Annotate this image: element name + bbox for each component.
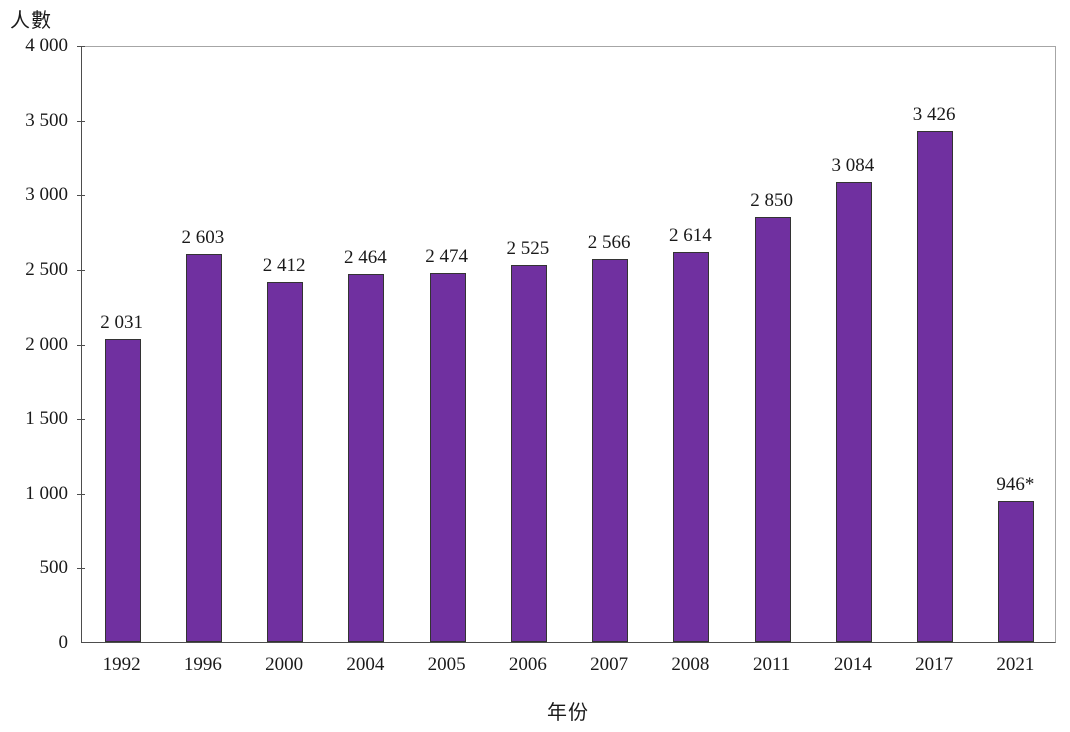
bar-2004 <box>348 274 385 642</box>
bar-value-label: 2 464 <box>344 247 387 268</box>
y-axis-tick-mark <box>77 46 85 47</box>
y-axis-tick-label: 0 <box>58 632 69 653</box>
bar-1992 <box>104 339 141 642</box>
bar-2014 <box>835 182 872 642</box>
bar-value-label: 2 412 <box>262 255 306 276</box>
y-axis-tick-label: 500 <box>39 557 69 579</box>
bar-2021 <box>998 501 1035 642</box>
x-axis-tick-label: 2004 <box>346 654 385 675</box>
bar-value-label: 3 426 <box>912 104 956 125</box>
bar-2017 <box>917 131 954 642</box>
bar-2007 <box>592 259 629 642</box>
bar-value-label: 2 474 <box>425 246 468 267</box>
y-axis-tick-label: 4 000 <box>25 35 68 56</box>
x-axis-title: 年份 <box>547 702 589 724</box>
bar-2006 <box>510 265 547 642</box>
bar-value-label: 2 614 <box>669 225 712 246</box>
y-axis-title: 人數 <box>10 10 52 32</box>
bar-value-label: 3 084 <box>831 155 875 176</box>
y-axis-tick-mark <box>77 195 85 197</box>
x-axis-tick-label: 2005 <box>427 654 466 675</box>
bar-2008 <box>673 252 710 642</box>
bar-2000 <box>267 282 304 642</box>
x-axis-tick-label: 2017 <box>915 654 954 675</box>
plot-area <box>81 46 1056 643</box>
x-axis-tick-label: 2007 <box>590 654 629 675</box>
bar-2011 <box>754 217 791 642</box>
x-axis-tick-label: 2000 <box>265 654 304 675</box>
y-axis-tick-mark <box>77 493 85 495</box>
y-axis-tick-label: 2 500 <box>25 258 68 280</box>
bar-value-label: 946* <box>996 474 1035 495</box>
y-axis-tick-label: 3 000 <box>25 184 68 206</box>
y-axis-tick-mark <box>77 120 85 122</box>
y-axis-tick-mark <box>77 568 85 570</box>
x-axis-tick-label: 2008 <box>671 654 710 675</box>
y-axis-tick-mark <box>77 344 85 346</box>
x-axis-tick-label: 2014 <box>833 654 872 675</box>
x-axis-tick-label: 1992 <box>102 654 141 675</box>
x-axis-tick-label: 2021 <box>996 654 1035 675</box>
bar-value-label: 2 603 <box>181 227 225 248</box>
y-axis-tick-label: 2 000 <box>25 333 68 355</box>
y-axis-tick-label: 3 500 <box>25 109 68 131</box>
bar-value-label: 2 850 <box>750 190 793 211</box>
bar-value-label: 2 566 <box>587 232 631 253</box>
bar-value-label: 2 525 <box>506 238 550 259</box>
y-axis-tick-label: 1 000 <box>25 482 68 504</box>
y-axis-tick-mark <box>77 419 85 421</box>
y-axis-tick-label: 1 500 <box>25 408 68 430</box>
x-axis-tick-label: 1996 <box>183 654 222 675</box>
y-axis-tick-mark <box>77 269 85 271</box>
bar-value-label: 2 031 <box>100 312 143 333</box>
x-axis-tick-label: 2006 <box>508 654 547 675</box>
x-axis-tick-label: 2011 <box>752 654 791 675</box>
bar-1996 <box>185 254 222 642</box>
bar-2005 <box>429 273 466 642</box>
